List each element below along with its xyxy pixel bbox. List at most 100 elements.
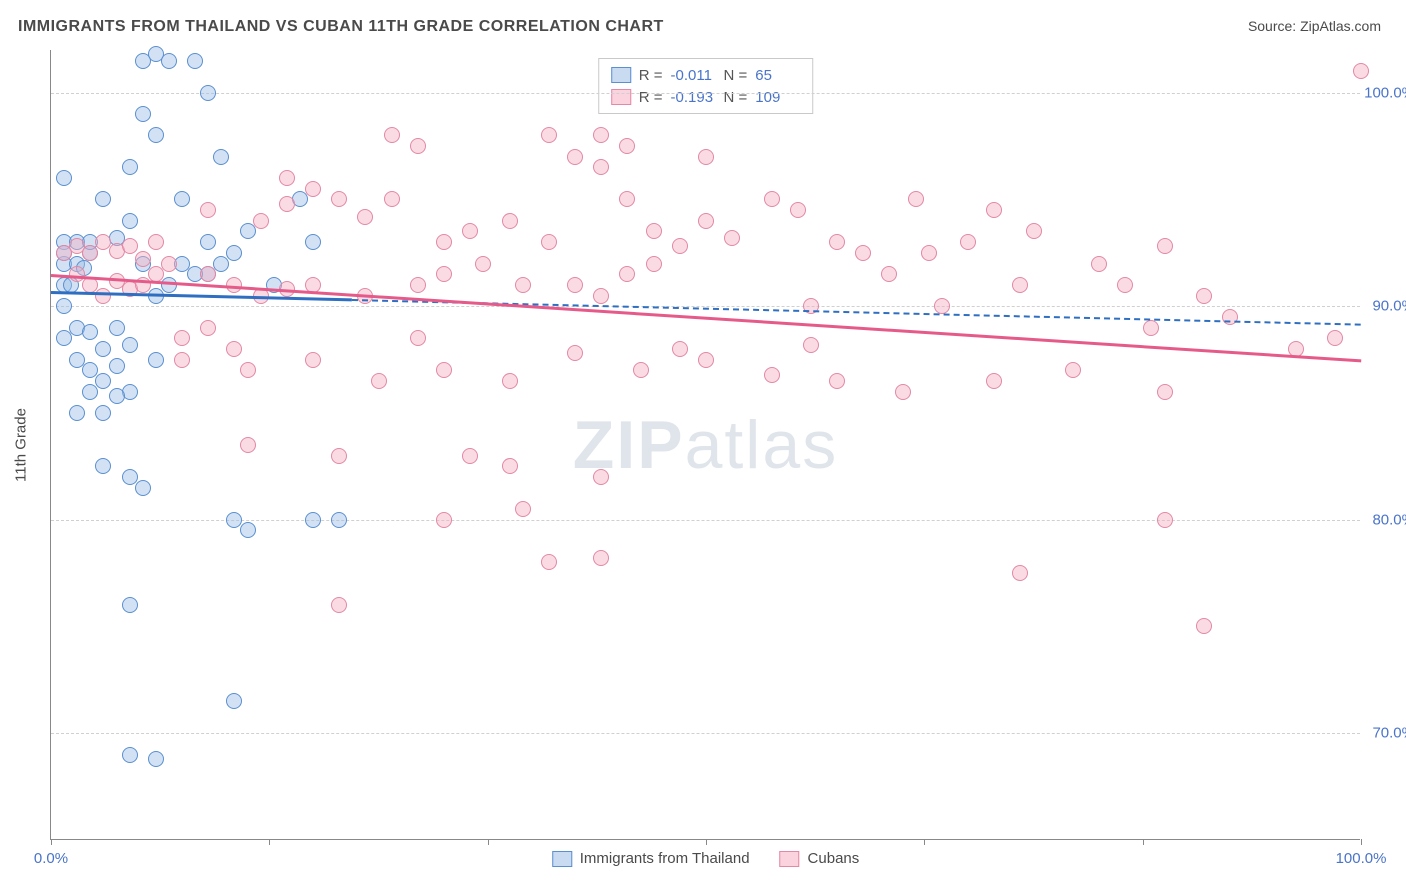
x-tick-label: 0.0% [34, 850, 68, 867]
data-point [148, 352, 164, 368]
data-point [908, 191, 924, 207]
data-point [305, 352, 321, 368]
data-point [174, 191, 190, 207]
data-point [515, 277, 531, 293]
data-point [593, 469, 609, 485]
data-point [1196, 618, 1212, 634]
data-point [567, 345, 583, 361]
data-point [881, 266, 897, 282]
data-point [148, 127, 164, 143]
x-tick [1143, 839, 1144, 845]
data-point [633, 362, 649, 378]
data-point [161, 53, 177, 69]
n-value-blue: 65 [755, 67, 800, 84]
r-value-pink: -0.193 [671, 89, 716, 106]
data-point [305, 512, 321, 528]
data-point [56, 330, 72, 346]
swatch-pink-icon [780, 851, 800, 867]
data-point [122, 597, 138, 613]
data-point [436, 234, 452, 250]
data-point [934, 298, 950, 314]
n-label: N = [724, 67, 748, 84]
data-point [619, 266, 635, 282]
chart-plot-area: 11th Grade ZIPatlas R = -0.011 N = 65 R … [50, 50, 1360, 840]
swatch-pink-icon [611, 89, 631, 105]
data-point [567, 277, 583, 293]
y-tick-label: 100.0% [1364, 84, 1406, 101]
swatch-blue-icon [611, 67, 631, 83]
x-tick [488, 839, 489, 845]
series-legend: Immigrants from Thailand Cubans [552, 850, 860, 867]
watermark-light: atlas [685, 407, 839, 483]
data-point [95, 288, 111, 304]
data-point [371, 373, 387, 389]
data-point [279, 196, 295, 212]
data-point [462, 448, 478, 464]
data-point [200, 234, 216, 250]
data-point [593, 159, 609, 175]
data-point [253, 213, 269, 229]
data-point [148, 751, 164, 767]
data-point [174, 352, 190, 368]
data-point [331, 597, 347, 613]
data-point [986, 202, 1002, 218]
data-point [305, 181, 321, 197]
data-point [593, 127, 609, 143]
data-point [161, 277, 177, 293]
data-point [200, 266, 216, 282]
data-point [200, 85, 216, 101]
data-point [1157, 384, 1173, 400]
data-point [122, 159, 138, 175]
data-point [95, 341, 111, 357]
legend-label-thailand: Immigrants from Thailand [580, 850, 750, 867]
data-point [829, 373, 845, 389]
data-point [895, 384, 911, 400]
x-tick [706, 839, 707, 845]
data-point [226, 693, 242, 709]
n-label: N = [724, 89, 748, 106]
r-label: R = [639, 67, 663, 84]
data-point [986, 373, 1002, 389]
gridline [51, 93, 1360, 94]
data-point [593, 550, 609, 566]
y-axis-label: 11th Grade [13, 408, 30, 482]
y-tick-label: 90.0% [1372, 298, 1406, 315]
data-point [698, 213, 714, 229]
data-point [567, 149, 583, 165]
data-point [541, 127, 557, 143]
legend-item-thailand: Immigrants from Thailand [552, 850, 750, 867]
data-point [1117, 277, 1133, 293]
data-point [279, 170, 295, 186]
data-point [69, 405, 85, 421]
data-point [921, 245, 937, 261]
data-point [410, 330, 426, 346]
data-point [187, 53, 203, 69]
data-point [148, 234, 164, 250]
data-point [135, 106, 151, 122]
data-point [384, 127, 400, 143]
x-tick [269, 839, 270, 845]
data-point [174, 330, 190, 346]
data-point [240, 437, 256, 453]
y-tick-label: 70.0% [1372, 725, 1406, 742]
data-point [331, 191, 347, 207]
data-point [475, 256, 491, 272]
data-point [1026, 223, 1042, 239]
data-point [764, 367, 780, 383]
data-point [1065, 362, 1081, 378]
data-point [1327, 330, 1343, 346]
data-point [619, 191, 635, 207]
data-point [240, 362, 256, 378]
data-point [213, 149, 229, 165]
swatch-blue-icon [552, 851, 572, 867]
data-point [82, 245, 98, 261]
data-point [646, 223, 662, 239]
data-point [135, 480, 151, 496]
data-point [331, 448, 347, 464]
corr-row-pink: R = -0.193 N = 109 [611, 86, 801, 108]
data-point [1091, 256, 1107, 272]
data-point [672, 238, 688, 254]
x-tick [51, 839, 52, 845]
data-point [1196, 288, 1212, 304]
data-point [1353, 63, 1369, 79]
